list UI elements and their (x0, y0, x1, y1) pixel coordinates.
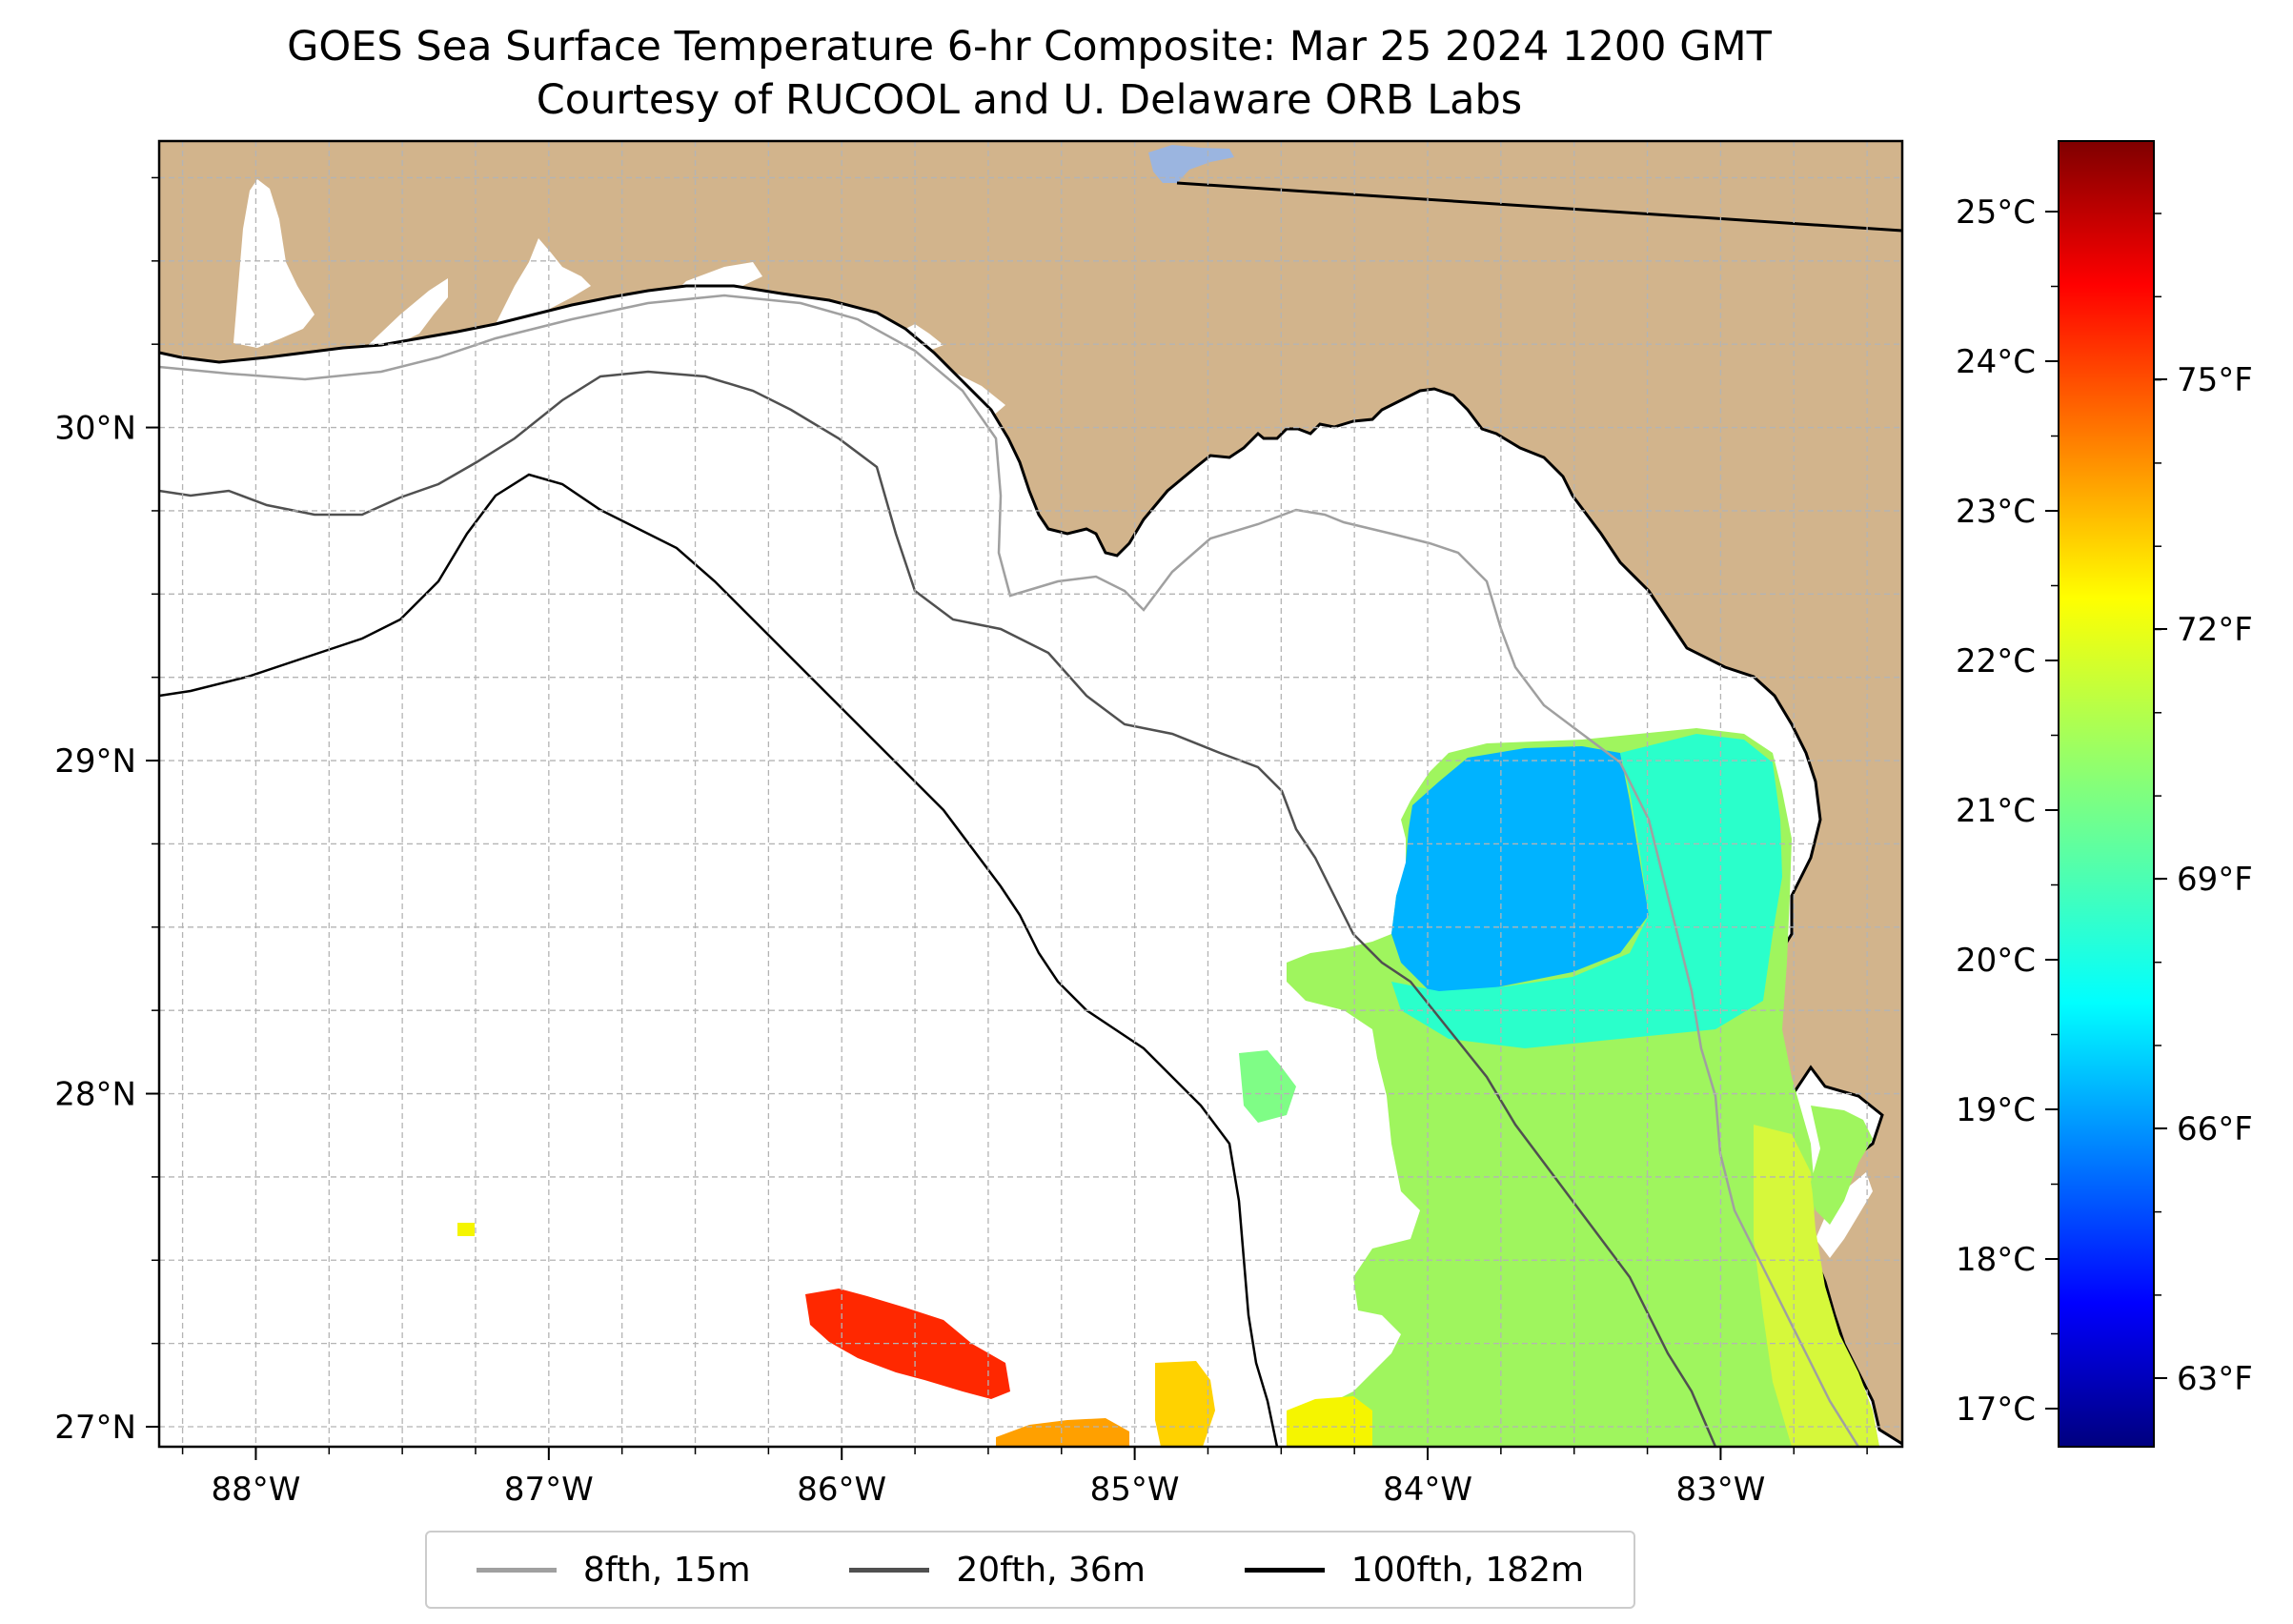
sst-patch-cool (1391, 746, 1649, 991)
lon-tick-label: 86°W (797, 1471, 886, 1509)
legend-item-8fth: 8fth, 15m (476, 1550, 751, 1590)
lon-tick-label: 87°W (504, 1471, 594, 1509)
legend-line-100fth (1244, 1567, 1325, 1573)
sst-patch-cyan (1391, 734, 1782, 1048)
lat-tick-label: 29°N (54, 742, 136, 781)
celsius-tick-label: 18°C (1956, 1241, 2036, 1279)
fahrenheit-tick-label: 69°F (2177, 861, 2253, 899)
sst-patch-south-yellow (1287, 1396, 1372, 1447)
legend-label-8fth: 8fth, 15m (582, 1550, 751, 1590)
sst-pixel-yellow (457, 1223, 475, 1236)
map-title: GOES Sea Surface Temperature 6-hr Compos… (287, 23, 1772, 71)
sst-patch-amber (1155, 1361, 1215, 1447)
legend-item-100fth: 100fth, 182m (1244, 1550, 1585, 1590)
fahrenheit-tick-label: 66°F (2177, 1110, 2253, 1148)
lake-seminole (1148, 145, 1234, 183)
lat-tick-label: 27°N (54, 1409, 136, 1447)
colorbar-celsius-ticks: 25°C 24°C 23°C 22°C 21°C 20°C 19°C 18°C 17°C (1956, 193, 2059, 1429)
map-frame (157, 139, 1904, 1449)
sst-patch-tampa-green (1811, 1106, 1873, 1225)
colorbar (2058, 140, 2155, 1448)
legend-label-100fth: 100fth, 182m (1350, 1550, 1585, 1590)
fahrenheit-tick-label: 63°F (2177, 1360, 2253, 1398)
celsius-tick-label: 23°C (1956, 493, 2036, 531)
isobath-20fth (159, 370, 1717, 1447)
celsius-tick-label: 17°C (1956, 1391, 2036, 1429)
legend-line-20fth (849, 1567, 930, 1573)
fahrenheit-tick-label: 72°F (2177, 611, 2253, 649)
isobath-100fth (159, 473, 1279, 1447)
tampa-bay (1816, 1172, 1873, 1258)
lon-tick-label: 88°W (211, 1471, 300, 1509)
isobath-legend: 8fth, 15m 20fth, 36m 100fth, 182m (425, 1531, 1635, 1609)
celsius-tick-label: 19°C (1956, 1091, 2036, 1129)
colorbar-fahrenheit-ticks: 75°F 72°F 69°F 66°F 63°F (2154, 213, 2253, 1398)
map-subtitle: Courtesy of RUCOOL and U. Delaware ORB L… (536, 76, 1523, 124)
lon-tick-label: 84°W (1383, 1471, 1472, 1509)
state-boundary-line (1176, 181, 1902, 233)
celsius-tick-label: 24°C (1956, 343, 2036, 381)
choctawhatchee-bay (496, 238, 591, 324)
celsius-tick-label: 20°C (1956, 942, 2036, 980)
lon-tick-label: 83°W (1675, 1471, 1765, 1509)
sst-patch-islet-green (1239, 1050, 1296, 1123)
isobath-8fth (159, 294, 1860, 1447)
lat-tick-label: 28°N (54, 1076, 136, 1114)
legend-line-8fth (476, 1567, 557, 1573)
pensacola-bay (362, 278, 448, 351)
legend-item-20fth: 20fth, 36m (849, 1551, 1146, 1590)
lon-tick-label: 85°W (1090, 1471, 1180, 1509)
latitude-axis: 27°N 28°N 29°N 30°N (54, 176, 159, 1447)
celsius-tick-label: 25°C (1956, 193, 2036, 232)
longitude-axis: 88°W 87°W 86°W 85°W 84°W 83°W (181, 1447, 1868, 1509)
map-gridlines (159, 141, 1902, 1447)
fahrenheit-tick-label: 75°F (2177, 361, 2253, 399)
sst-patch-orange (996, 1418, 1129, 1447)
celsius-tick-label: 21°C (1956, 792, 2036, 830)
celsius-tick-label: 22°C (1956, 642, 2036, 680)
mobile-bay (233, 179, 315, 348)
lat-tick-label: 30°N (54, 410, 136, 448)
legend-label-20fth: 20fth, 36m (956, 1550, 1146, 1590)
sst-patch-southeast-yellow (1754, 1125, 1879, 1447)
land-northern-coast (159, 141, 1902, 1444)
coastline (159, 284, 1902, 1446)
